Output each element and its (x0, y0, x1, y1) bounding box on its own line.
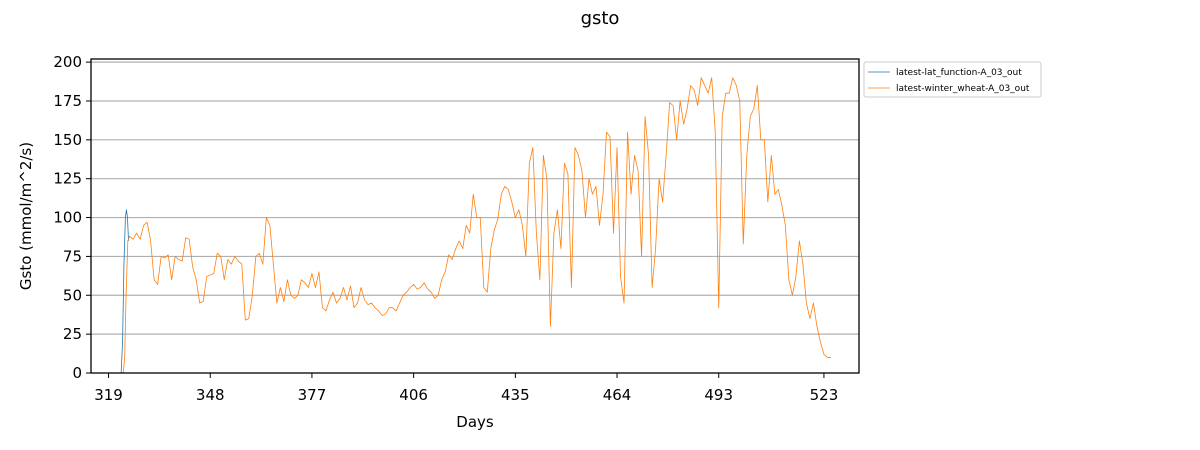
series-line-0 (120, 209, 129, 374)
legend-frame (863, 61, 1042, 98)
y-tick-label: 100 (53, 209, 82, 227)
x-tick-label: 348 (196, 386, 225, 404)
x-axis: 319 348 377 406 435 464 493 523 (94, 373, 838, 404)
y-tick-label: 175 (53, 92, 82, 110)
x-tick-label: 435 (501, 386, 530, 404)
plot-frame (90, 58, 860, 374)
y-tick-label: 75 (63, 247, 82, 265)
x-tick-label: 377 (298, 386, 327, 404)
series-line-1 (122, 77, 831, 374)
y-axis: 0 25 50 75 100 125 150 175 200 (53, 53, 91, 382)
x-tick-label: 464 (603, 386, 632, 404)
x-axis-title: Days (456, 413, 494, 431)
y-tick-label: 0 (72, 364, 82, 382)
y-axis-title: Gsto (mmol/m^2/s) (17, 142, 35, 290)
y-tick-label: 25 (63, 325, 82, 343)
y-tick-label: 150 (53, 131, 82, 149)
series-layer (120, 77, 831, 374)
x-tick-label: 493 (704, 386, 733, 404)
chart-title: gsto (581, 8, 620, 29)
y-tick-label: 200 (53, 53, 82, 71)
x-tick-label: 319 (94, 386, 123, 404)
x-tick-label: 523 (810, 386, 839, 404)
x-tick-label: 406 (399, 386, 428, 404)
legend-label-winter-wheat: latest-winter_wheat-A_03_out (896, 84, 1030, 94)
grid-layer (91, 61, 859, 335)
legend: latest-lat_function-A_03_out latest-wint… (863, 61, 1042, 98)
legend-label-lat-function: latest-lat_function-A_03_out (896, 68, 1022, 78)
y-tick-label: 125 (53, 170, 82, 188)
y-tick-label: 50 (63, 286, 82, 304)
